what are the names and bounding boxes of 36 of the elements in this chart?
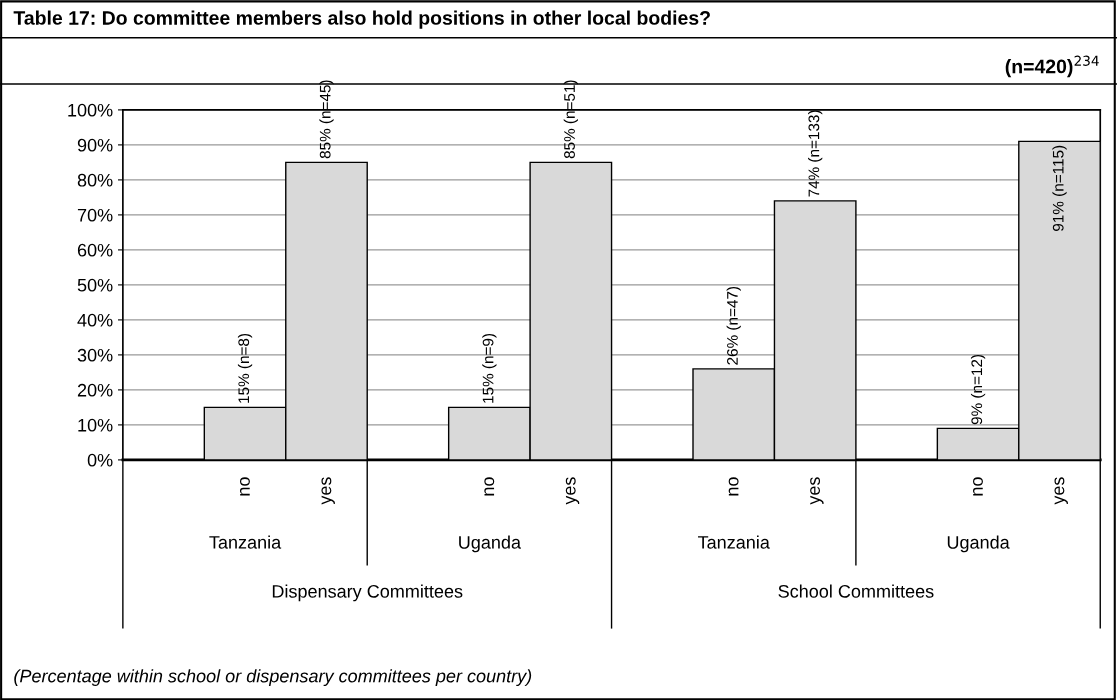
data-label: 85% (n=45): [319, 80, 334, 159]
y-tick-label: 40%: [77, 313, 113, 327]
y-tick-label: 80%: [77, 173, 113, 187]
chart-subtitle: (n=420)$^{234}$: [1005, 55, 1099, 78]
x-tick-label: yes: [321, 477, 335, 505]
data-label: 15% (n=9): [482, 333, 497, 403]
y-tick-label: 30%: [77, 348, 113, 362]
text: Dispensary Committees: [272, 584, 463, 602]
y-tick-label: 60%: [77, 243, 113, 257]
text: Tanzania: [698, 535, 770, 549]
data-label: 9% (n=12): [970, 354, 986, 425]
y-tick-label: 10%: [78, 418, 113, 432]
y-tick-label: 20%: [77, 383, 113, 397]
text: Tanzania: [209, 535, 282, 549]
y-tick-label: 0%: [87, 453, 113, 467]
data-label: 85% (n=51): [563, 80, 578, 159]
data-label: 26% (n=47): [726, 286, 741, 365]
x-tick-label: no: [728, 477, 739, 496]
y-tick-label: 50%: [77, 278, 113, 292]
x-tick-label: yes: [565, 477, 580, 505]
x-tick-label: no: [973, 477, 983, 496]
y-tick-label: 70%: [77, 208, 113, 222]
text: Uganda: [947, 535, 1010, 553]
y-tick-label: 90%: [77, 138, 113, 152]
text: Uganda: [459, 535, 522, 553]
chart-title: Table 17: Do committee members also hold positions in other local bodies?: [13, 10, 710, 29]
data-label: 91% (n=115): [1052, 145, 1067, 231]
x-tick-label: no: [239, 477, 250, 496]
data-label: 15% (n=8): [237, 333, 253, 403]
y-tick-label: 100%: [68, 103, 113, 117]
x-tick-label: no: [484, 477, 495, 496]
x-tick-label: yes: [810, 477, 824, 505]
text: (Percentage within school or dispensary committees per country): [14, 669, 532, 686]
text: School Committees: [778, 584, 934, 598]
data-label: 74% (n=133): [808, 110, 823, 197]
x-tick-label: yes: [1054, 477, 1068, 505]
